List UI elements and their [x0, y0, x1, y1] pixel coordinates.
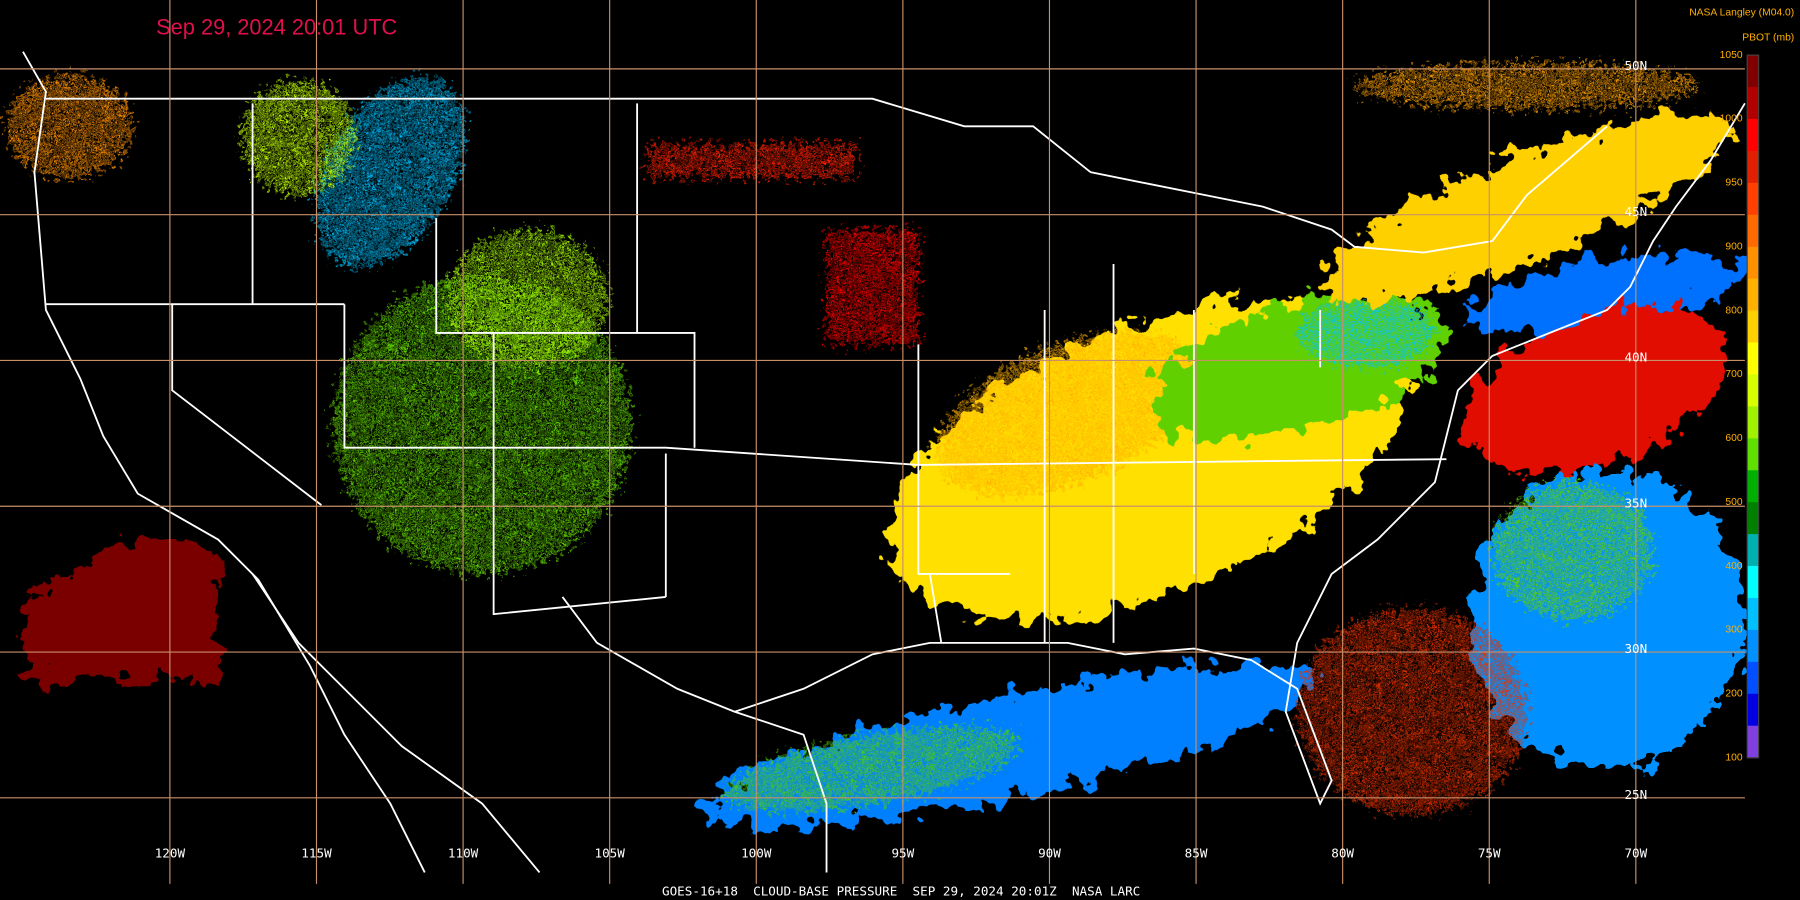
graticule: 120W 115W 110W 105W 100W 95W 90W 85W 80W 75W 70W 50…	[0, 0, 1745, 884]
colorbar-swatch	[1747, 374, 1759, 407]
colorbar-swatch	[1747, 278, 1759, 312]
colorbar-swatch	[1747, 118, 1759, 152]
colorbar-swatch	[1747, 693, 1759, 727]
colorbar-title: PBOT (mb)	[1742, 33, 1794, 44]
colorbar-tick-label: 200	[1725, 689, 1742, 700]
cloud-area	[241, 80, 356, 196]
colorbar-swatch	[1747, 629, 1759, 663]
latitude-label: 35N	[1624, 495, 1647, 510]
coastline	[22, 51, 426, 873]
colorbar-swatch	[1747, 597, 1759, 631]
colorbar-tick-label: 500	[1725, 497, 1742, 508]
latitude-label: 40N	[1624, 350, 1647, 365]
longitude-label: 100W	[741, 846, 772, 861]
colorbar-swatch	[1747, 310, 1759, 344]
colorbar-tick-label: 1000	[1720, 114, 1743, 125]
colorbar-tick-label: 800	[1725, 305, 1742, 316]
colorbar-tick-label: 950	[1725, 178, 1742, 189]
longitude-label: 120W	[155, 846, 186, 861]
footer: GOES-16+18 CLOUD-BASE PRESSURE SEP 29, 2…	[662, 883, 1140, 898]
cloud-area	[447, 229, 609, 368]
border	[45, 97, 1608, 254]
longitude-label: 85W	[1185, 846, 1208, 861]
colorbar-swatch	[1747, 87, 1759, 120]
colorbar-swatch	[1747, 342, 1759, 376]
longitude-label: 80W	[1331, 846, 1354, 861]
colorbar-tick-label: 600	[1725, 433, 1742, 444]
cloud-area	[725, 726, 1020, 812]
colorbar-swatch	[1747, 661, 1759, 695]
cloud-area	[1297, 298, 1435, 368]
colorbar-tick-label: 900	[1725, 241, 1742, 252]
latitude-label: 45N	[1624, 204, 1647, 219]
longitude-label: 70W	[1624, 846, 1647, 861]
longitude-label: 75W	[1478, 846, 1501, 861]
longitude-label: 105W	[594, 846, 625, 861]
source-label: NASA Langley (M04.0)	[1689, 7, 1794, 18]
colorbar-tick-label: 400	[1725, 561, 1742, 572]
latitude-label: 25N	[1624, 787, 1647, 802]
colorbar-tick-label: 1050	[1720, 50, 1743, 61]
cloud-area	[826, 229, 919, 345]
colorbar-swatch	[1747, 55, 1759, 88]
colorbar-swatch	[1747, 725, 1759, 759]
colorbar-swatch	[1747, 566, 1759, 599]
cloud-area	[937, 331, 1198, 496]
cloud-area	[1463, 305, 1728, 475]
longitude-label: 110W	[448, 846, 479, 861]
colorbar-swatch	[1747, 182, 1759, 216]
latitude-label: 30N	[1624, 641, 1647, 656]
timestamp: Sep 29, 2024 20:01 UTC	[156, 14, 397, 39]
colorbar-swatch	[1747, 534, 1759, 567]
cloud-area	[22, 539, 224, 684]
colorbar-swatch	[1747, 214, 1759, 248]
colorbar-frame	[1746, 54, 1760, 759]
colorbar-swatch	[1747, 438, 1759, 471]
cloud-area	[5, 74, 133, 178]
colorbar-swatch	[1747, 406, 1759, 439]
coastlines	[22, 51, 1746, 874]
colorbar-tick-label: 100	[1725, 752, 1742, 763]
cloud-area	[1297, 608, 1527, 816]
latitude-label: 50N	[1624, 58, 1647, 73]
cloud-area	[648, 143, 856, 178]
colorbar-swatch	[1747, 246, 1759, 280]
longitude-label: 115W	[301, 846, 332, 861]
colorbar: 1050 1000 950 900 800 700 600 500 400 300 200 100	[1720, 50, 1760, 763]
longitude-label: 95W	[891, 846, 914, 861]
state-borders	[45, 103, 1447, 644]
colorbar-swatch	[1747, 470, 1759, 503]
cloud-area	[1471, 251, 1743, 335]
coastline	[734, 102, 1746, 806]
cloud-area	[1354, 63, 1699, 110]
cloud-area	[1492, 482, 1654, 620]
longitude-label: 90W	[1038, 846, 1061, 861]
colorbar-swatch	[1747, 150, 1759, 184]
colorbar-swatch	[1747, 502, 1759, 535]
cloud-area	[1323, 111, 1730, 302]
colorbar-tick-label: 700	[1725, 369, 1742, 380]
colorbar-tick-label: 300	[1725, 625, 1742, 636]
